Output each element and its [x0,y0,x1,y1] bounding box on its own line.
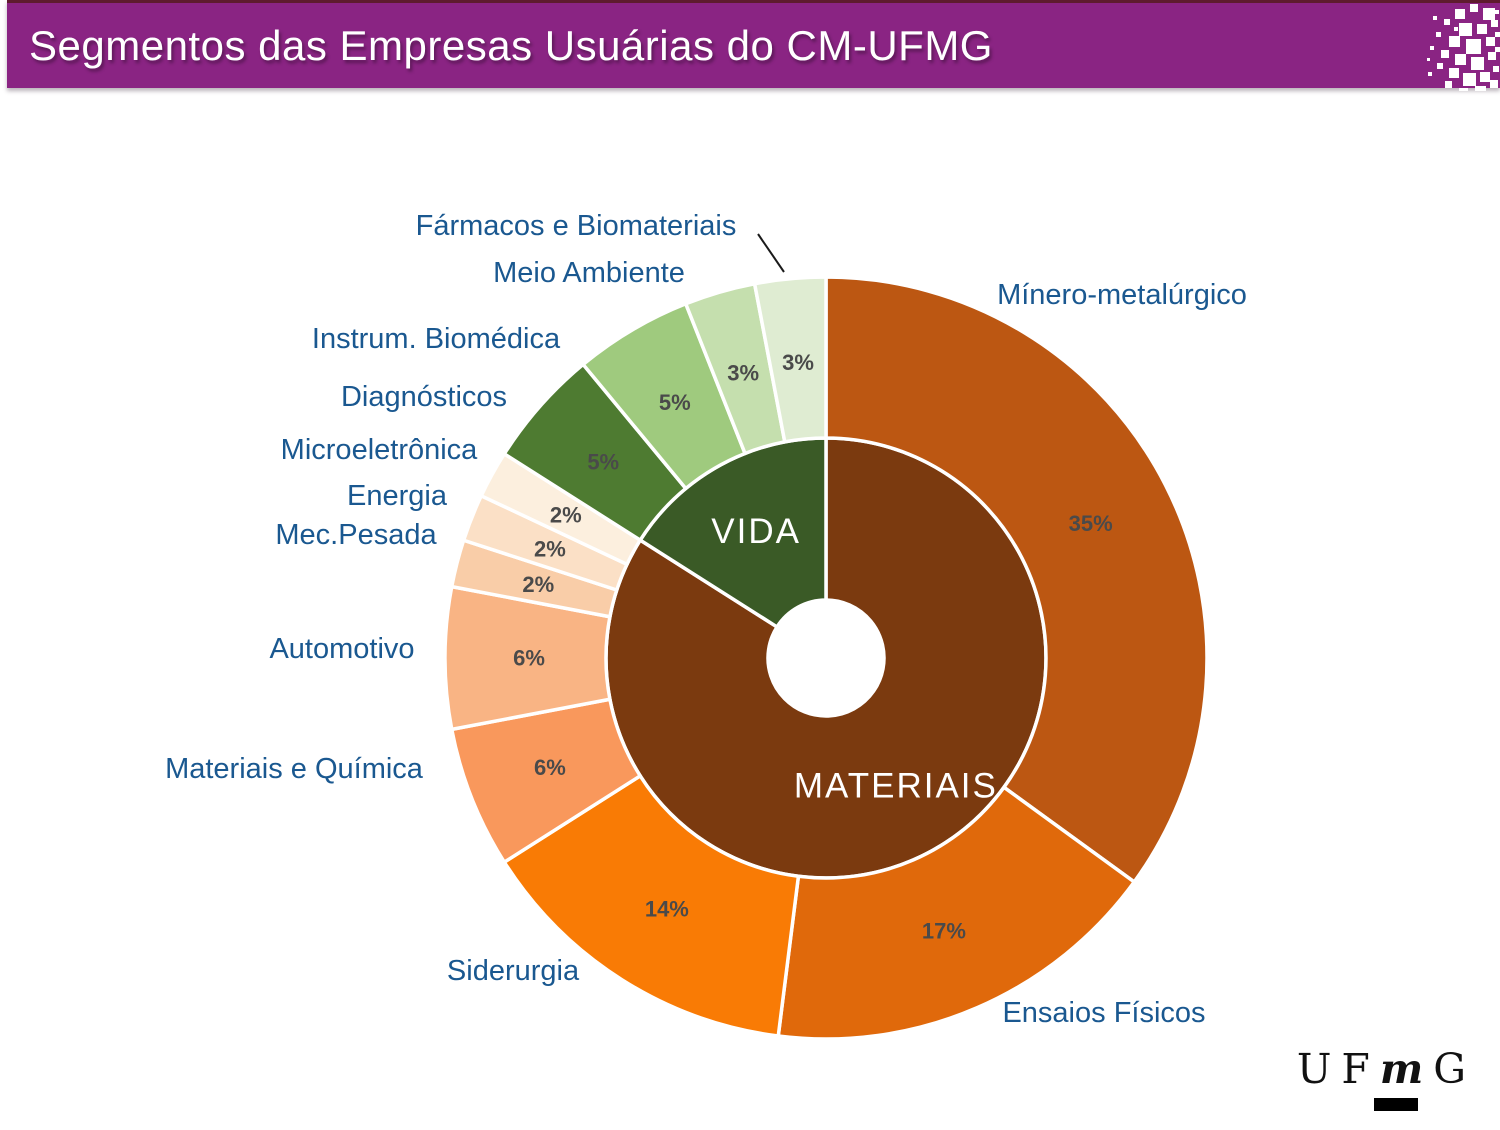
category-label-5: Mec.Pesada [275,519,437,552]
category-label-8: Diagnósticos [340,381,508,414]
logo-letter: U [1296,1045,1342,1093]
category-label-2: Siderurgia [446,955,580,988]
percent-label: 35% [1069,511,1113,536]
category-label-4: Automotivo [269,633,415,666]
category-label-3: Materiais e Química [165,753,423,786]
inner-ring-label: VIDA [711,512,801,551]
percent-label: 2% [550,503,582,528]
percent-label: 2% [534,536,566,561]
category-label-11: Fármacos e Biomateriais [415,210,737,243]
outer-slice-1 [776,785,1136,1041]
category-label-1: Ensaios Físicos [1002,997,1206,1030]
percent-label: 6% [534,755,566,780]
mosaic-pattern-icon [1427,4,1500,91]
percent-label: 17% [922,918,966,943]
logo-letter-m: m [1379,1045,1434,1093]
slide-title: Segmentos das Empresas Usuárias do CM-UF… [29,21,993,69]
logo-letter: G [1433,1045,1476,1093]
outer-slice-2 [502,774,801,1038]
logo-underline [1374,1098,1418,1111]
percent-label: 5% [659,390,691,415]
percent-label: 5% [587,449,619,474]
category-label-6: Energia [347,480,447,513]
category-label-9: Instrum. Biomédica [311,323,561,356]
percent-label: 3% [727,360,759,385]
outer-slice-0 [824,275,1209,884]
percent-label: 3% [782,350,814,375]
logo-letter: F [1341,1045,1380,1093]
category-label-0: Mínero-metalúrgico [997,279,1247,312]
inner-ring-label: MATERIAIS [794,766,998,805]
percent-label: 2% [522,572,554,597]
percent-label: 6% [513,646,545,671]
category-label-10: Meio Ambiente [493,257,685,290]
leader-line [757,233,785,273]
category-label-7: Microeletrônica [280,434,478,467]
ufmg-logo: UFmG [1296,1045,1476,1111]
title-banner: Segmentos das Empresas Usuárias do CM-UF… [7,0,1500,91]
percent-label: 14% [645,896,689,921]
outer-slice-11 [752,275,828,444]
